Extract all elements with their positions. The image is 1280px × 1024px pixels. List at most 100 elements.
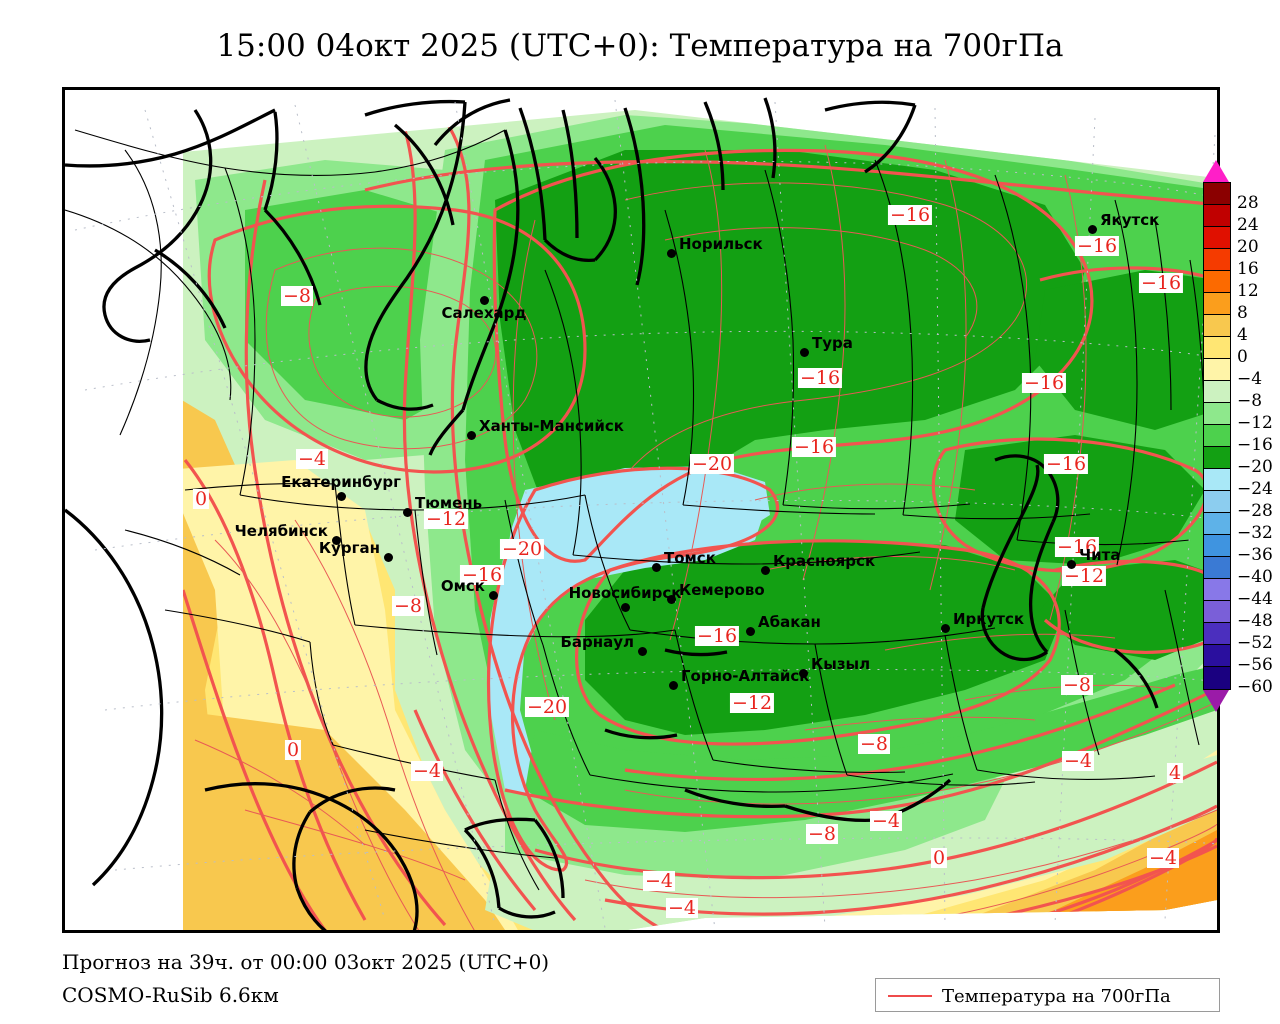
city-dot-icon: [669, 681, 678, 690]
city-label: Тюмень: [415, 494, 483, 512]
city-dot-icon: [941, 624, 950, 633]
city-label: Тура: [812, 334, 853, 352]
colorbar-band: [1204, 469, 1230, 491]
contour-label: −4: [295, 448, 329, 470]
colorbar-tick: −40: [1237, 567, 1273, 587]
colorbar-band: [1204, 513, 1230, 535]
contour-label: −12: [1061, 565, 1107, 587]
contour-label: −12: [423, 508, 469, 530]
city-dot-icon: [480, 296, 489, 305]
contour-label: 0: [284, 739, 302, 761]
contour-label: −16: [694, 625, 740, 647]
city-dot-icon: [761, 566, 770, 575]
colorbar-tick: −60: [1237, 677, 1273, 697]
city-dot-icon: [384, 553, 393, 562]
contour-label: 4: [1166, 762, 1184, 784]
colorbar-tick: −12: [1237, 413, 1273, 433]
city-dot-icon: [1088, 225, 1097, 234]
colorbar-band: [1204, 557, 1230, 579]
map-raster: [65, 90, 1217, 930]
forecast-info-line: Прогноз на 39ч. от 00:00 03окт 2025 (UTC…: [62, 950, 550, 974]
city-dot-icon: [337, 492, 346, 501]
colorbar-tick: 0: [1237, 347, 1248, 367]
contour-label: −8: [391, 595, 425, 617]
city-label: Красноярск: [773, 552, 876, 570]
city-label: Горно-Алтайск: [681, 667, 810, 685]
colorbar-tick: 24: [1237, 215, 1259, 235]
contour-label: −8: [805, 823, 839, 845]
contour-label: −16: [1054, 536, 1100, 558]
city-label: Омск: [440, 577, 485, 595]
colorbar-tick: −44: [1237, 589, 1273, 609]
colorbar-tick: 20: [1237, 237, 1259, 257]
colorbar-tick: −28: [1237, 501, 1273, 521]
contour-label: −4: [1146, 847, 1180, 869]
contour-label: −4: [665, 897, 699, 919]
colorbar-bottom-arrow-icon: [1203, 690, 1229, 712]
city-label: Челябинск: [234, 522, 328, 540]
colorbar-band: [1204, 183, 1230, 205]
colorbar-tick: −48: [1237, 611, 1273, 631]
city-label: Чита: [1079, 546, 1121, 564]
contour-label: −20: [689, 453, 735, 475]
legend-line-swatch: [888, 995, 932, 997]
city-dot-icon: [667, 249, 676, 258]
colorbar-bands: [1203, 182, 1231, 690]
colorbar-tick: −4: [1237, 369, 1263, 389]
city-label: Кемерово: [679, 581, 765, 599]
city-dot-icon: [800, 348, 809, 357]
contour-label: −16: [459, 564, 505, 586]
colorbar-tick: −36: [1237, 545, 1273, 565]
colorbar-band: [1204, 667, 1230, 689]
map-panel[interactable]: −8 −16 −16 −16 −16 −16 −16 −16 −4 −20 0 −12 −20 −16 −1…: [62, 87, 1220, 933]
colorbar-tick: 12: [1237, 281, 1259, 301]
colorbar-band: [1204, 205, 1230, 227]
colorbar-tick: 16: [1237, 259, 1259, 279]
contour-label: −16: [1021, 372, 1067, 394]
city-label: Абакан: [758, 613, 821, 631]
colorbar-tick: −32: [1237, 523, 1273, 543]
colorbar-band: [1204, 359, 1230, 381]
city-dot-icon: [467, 431, 476, 440]
colorbar-band: [1204, 601, 1230, 623]
contour-label: −16: [797, 367, 843, 389]
colorbar-band: [1204, 403, 1230, 425]
contour-label: −8: [280, 285, 314, 307]
colorbar-band: [1204, 315, 1230, 337]
city-label: Екатеринбург: [281, 473, 401, 491]
contour-label: −4: [642, 870, 676, 892]
colorbar-band: [1204, 227, 1230, 249]
colorbar-band: [1204, 645, 1230, 667]
colorbar-band: [1204, 623, 1230, 645]
colorbar-tick: −16: [1237, 435, 1273, 455]
colorbar-band: [1204, 491, 1230, 513]
contour-label: −20: [499, 538, 545, 560]
city-dot-icon: [746, 627, 755, 636]
contour-label: −4: [1061, 750, 1095, 772]
colorbar-band: [1204, 293, 1230, 315]
colorbar-tick: −24: [1237, 479, 1273, 499]
city-dot-icon: [638, 647, 647, 656]
city-dot-icon: [621, 603, 630, 612]
colorbar-band: [1204, 271, 1230, 293]
city-dot-icon: [489, 591, 498, 600]
colorbar-tick: 28: [1237, 193, 1259, 213]
colorbar-tick: 4: [1237, 325, 1248, 345]
colorbar-tick: 8: [1237, 303, 1248, 323]
page-title: 15:00 04окт 2025 (UTC+0): Температура на…: [216, 28, 1064, 64]
contour-label: −16: [1074, 235, 1120, 257]
legend-label: Температура на 700гПа: [942, 986, 1171, 1007]
colorbar-tick: −20: [1237, 457, 1273, 477]
contour-label: −4: [869, 810, 903, 832]
contour-label: −20: [524, 696, 570, 718]
colorbar-band: [1204, 381, 1230, 403]
contour-label: −8: [857, 733, 891, 755]
contour-label: −16: [1138, 272, 1184, 294]
colorbar-band: [1204, 535, 1230, 557]
city-label: Курган: [318, 539, 380, 557]
city-label: Салехард: [441, 304, 527, 322]
model-info-line: COSMO-RuSib 6.6км: [62, 983, 279, 1007]
temperature-colorbar[interactable]: 28 24 20 16 12 8 4 0 −4 −8 −12 −16 −20 −24 −28 −32 −36 −4…: [1203, 160, 1277, 712]
contour-label: −16: [791, 436, 837, 458]
